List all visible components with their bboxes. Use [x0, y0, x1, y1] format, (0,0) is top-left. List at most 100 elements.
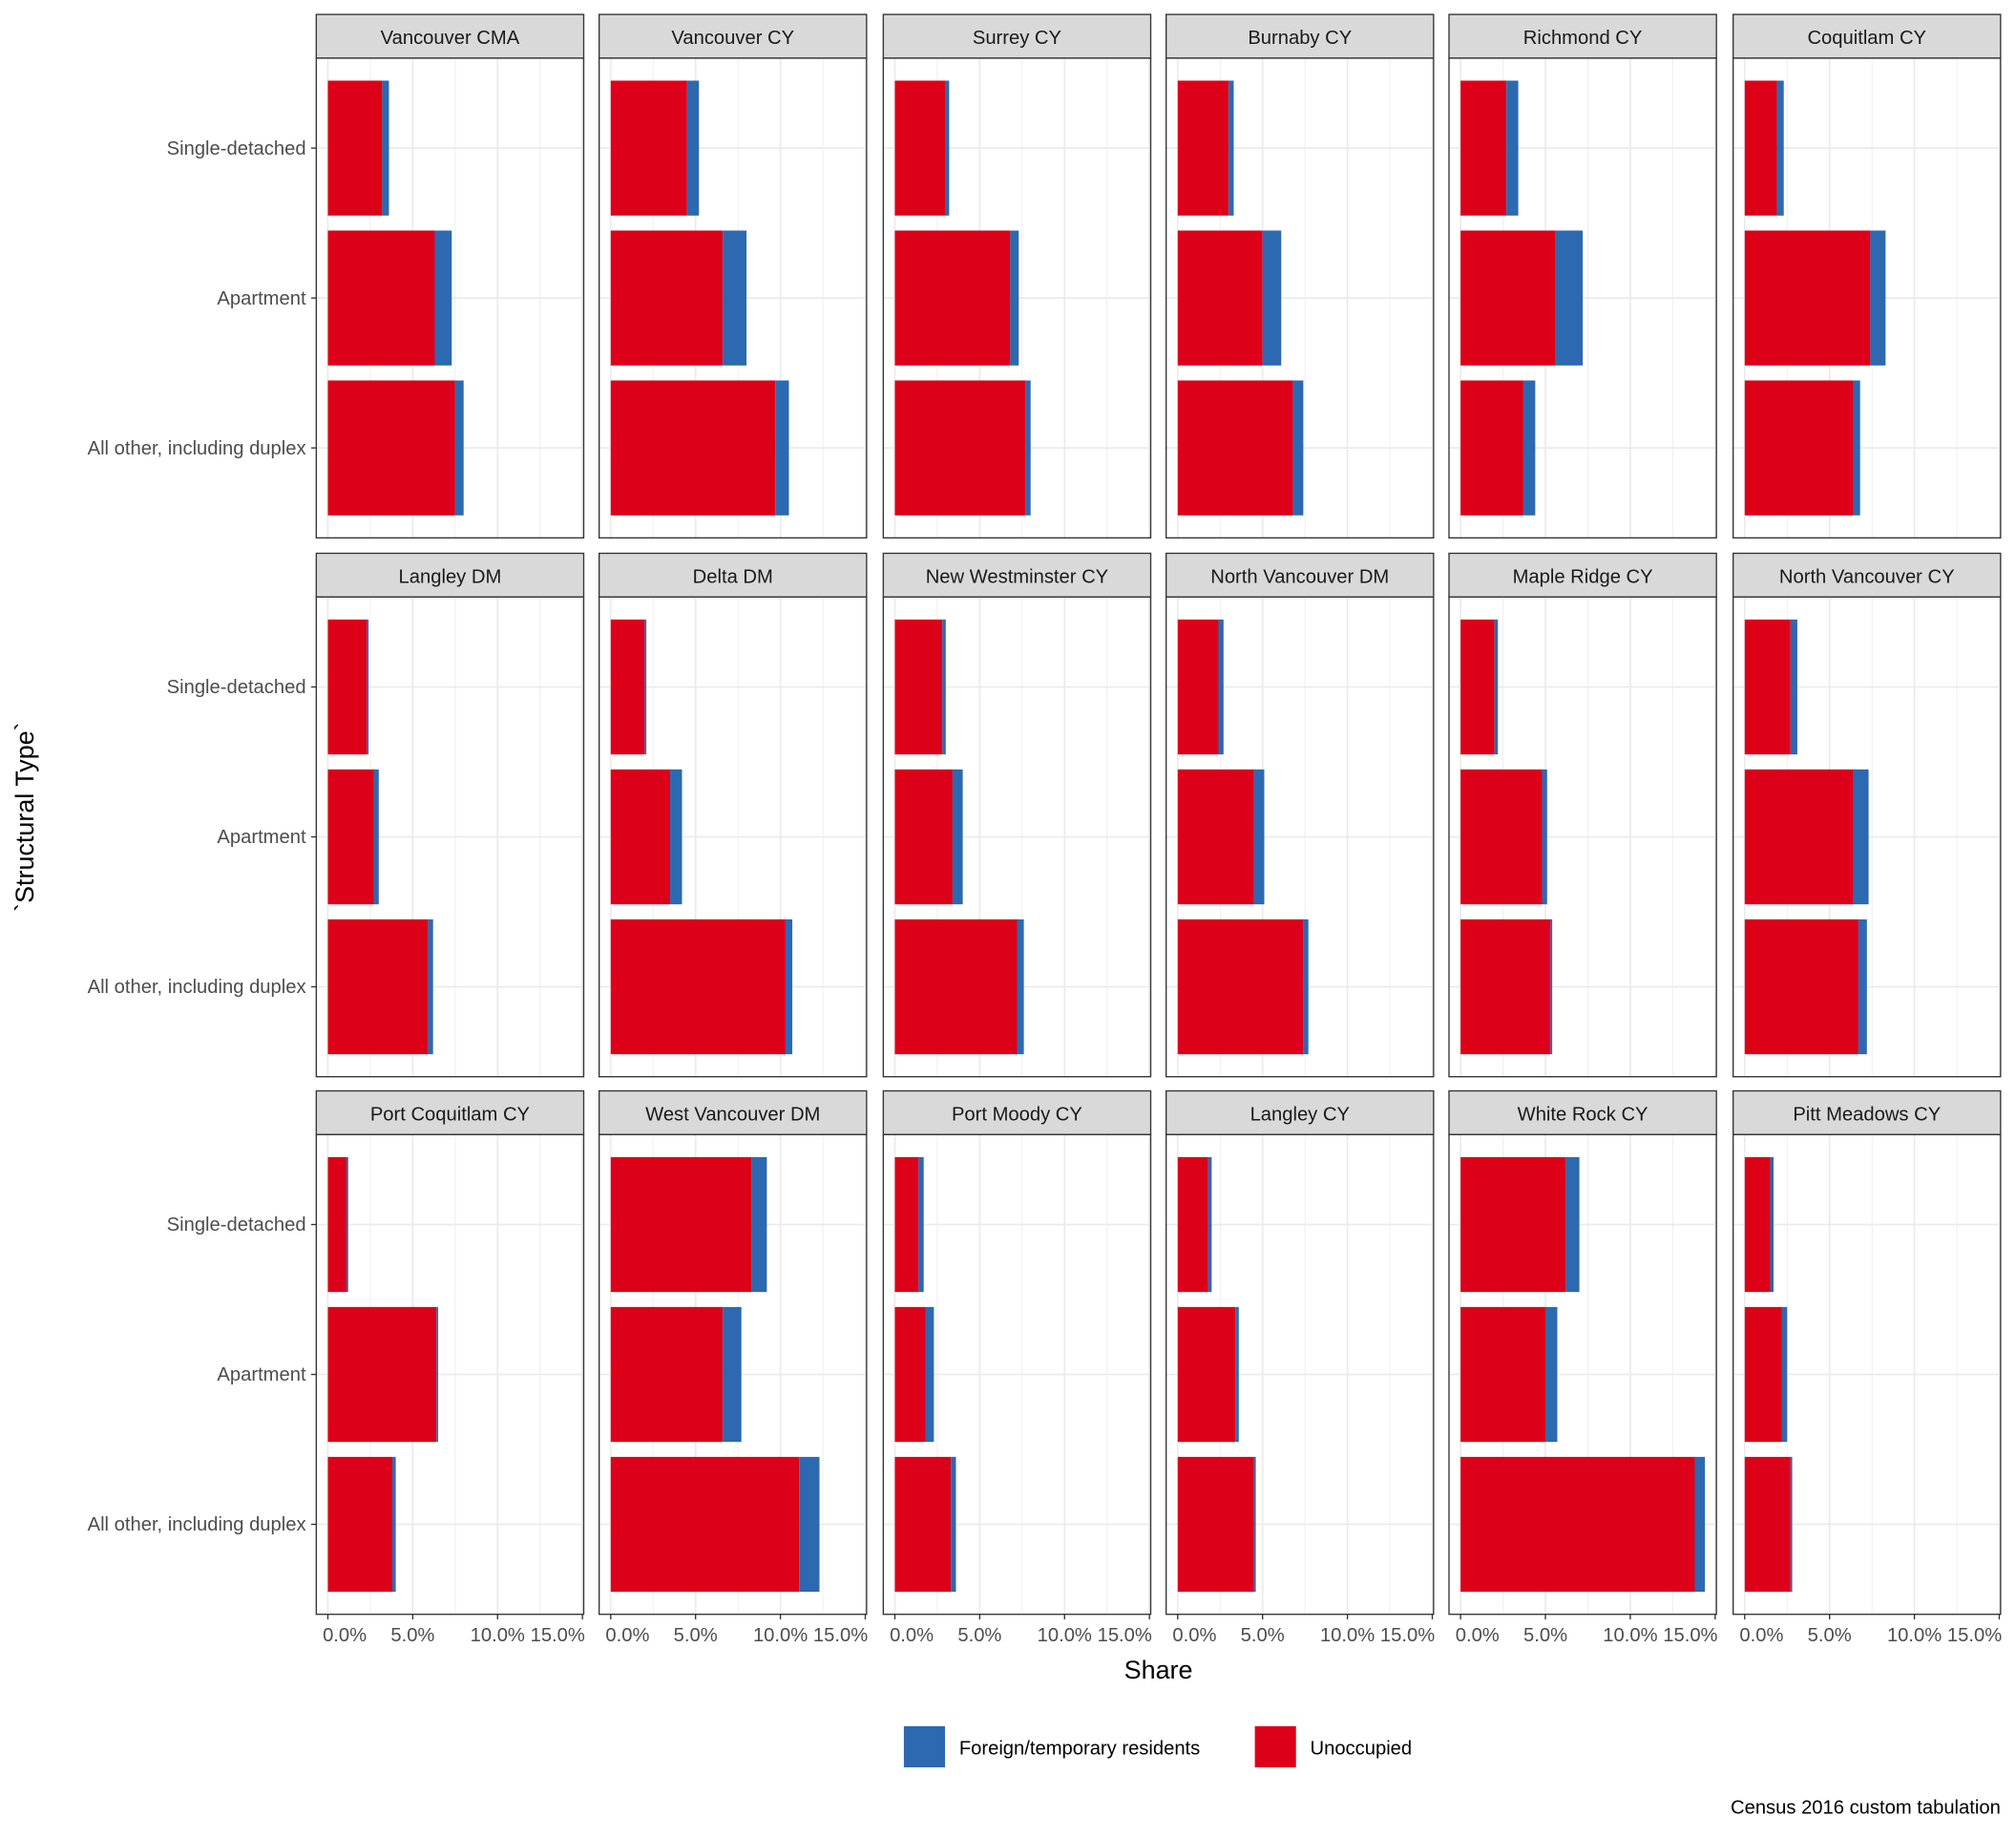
- bar-foreign: [1228, 80, 1234, 216]
- bar-foreign: [775, 380, 789, 516]
- bar-unoccupied: [894, 1456, 952, 1593]
- bar-unoccupied: [1744, 1456, 1791, 1593]
- facet-panel: Port Moody CY 0.0% 5.0% 10.0% 15.0%: [882, 1089, 1152, 1646]
- panel-border: [1448, 1133, 1717, 1616]
- facet-panel: Langley CY 0.0% 5.0% 10.0% 15.0%: [1165, 1089, 1435, 1646]
- facet-title: Maple Ridge CY: [1513, 566, 1654, 587]
- bar-foreign: [373, 769, 379, 905]
- x-tick-label: 0.0%: [605, 1625, 649, 1646]
- facet-title: West Vancouver DM: [645, 1104, 820, 1125]
- x-tick-label: 0.0%: [1456, 1625, 1500, 1646]
- facet-title: Port Coquitlam CY: [370, 1104, 531, 1125]
- bar-foreign: [1235, 1306, 1239, 1443]
- bar-foreign: [723, 230, 747, 366]
- facet-panel: Surrey CY: [882, 13, 1152, 539]
- y-tick-label: Apartment: [217, 288, 306, 309]
- bar-foreign: [1790, 619, 1797, 755]
- panel-border: [598, 57, 868, 539]
- bar-foreign: [644, 619, 647, 755]
- y-tick-label: Apartment: [217, 827, 306, 848]
- panel-border: [882, 596, 1152, 1078]
- bar-unoccupied: [610, 1456, 800, 1593]
- bar-unoccupied: [894, 1306, 926, 1443]
- facet-title: Port Moody CY: [952, 1104, 1082, 1125]
- bar-foreign: [1781, 1306, 1788, 1443]
- bar-unoccupied: [1744, 919, 1858, 1055]
- x-tick-label: 15.0%: [531, 1625, 585, 1646]
- y-tick-label: Single-detached: [167, 1215, 306, 1236]
- bar-foreign: [1262, 230, 1282, 366]
- bar-unoccupied: [894, 380, 1026, 516]
- facet-panel: White Rock CY 0.0% 5.0% 10.0% 15.0%: [1448, 1089, 1718, 1646]
- bar-unoccupied: [327, 1456, 393, 1593]
- x-tick-label: 5.0%: [1241, 1625, 1285, 1646]
- bar-foreign: [1253, 769, 1265, 905]
- x-tick-label: 15.0%: [1098, 1625, 1152, 1646]
- bar-foreign: [1550, 919, 1553, 1055]
- facet-panel: Richmond CY: [1448, 13, 1717, 539]
- y-tick-label: All other, including duplex: [88, 977, 306, 998]
- x-tick-label: 10.0%: [471, 1625, 525, 1646]
- bar-foreign: [785, 919, 793, 1055]
- bar-foreign: [1853, 380, 1860, 516]
- panel-border: [1165, 1133, 1435, 1616]
- x-tick-label: 15.0%: [1947, 1625, 2002, 1646]
- bar-foreign: [1208, 1156, 1212, 1293]
- bar-foreign: [952, 769, 963, 905]
- y-tick-label: Single-detached: [167, 138, 306, 159]
- x-tick-label: 15.0%: [1380, 1625, 1435, 1646]
- bar-unoccupied: [1744, 380, 1854, 516]
- bar-foreign: [1218, 619, 1224, 755]
- panel-border: [1448, 57, 1717, 539]
- panel-border: [598, 1133, 868, 1616]
- bar-foreign: [1770, 1156, 1774, 1293]
- legend-label-unoccupied: Unoccupied: [1311, 1739, 1413, 1760]
- panel-border: [1165, 596, 1435, 1078]
- x-tick-label: 5.0%: [957, 1625, 1001, 1646]
- y-tick-label: Single-detached: [167, 677, 306, 698]
- bar-unoccupied: [610, 1156, 752, 1293]
- legend-swatch-unoccupied: [1254, 1725, 1296, 1767]
- x-tick-label: 5.0%: [1523, 1625, 1567, 1646]
- facet-strip: [1448, 13, 1717, 59]
- bar-foreign: [945, 80, 950, 216]
- panel-border: [1732, 1133, 2002, 1616]
- bar-foreign: [918, 1156, 924, 1293]
- bar-unoccupied: [1460, 919, 1551, 1055]
- facet-title: Delta DM: [693, 566, 773, 587]
- facet-panel: Pitt Meadows CY 0.0% 5.0% 10.0% 15.0%: [1732, 1089, 2002, 1646]
- bar-unoccupied: [1460, 230, 1556, 366]
- bar-foreign: [686, 80, 700, 216]
- bar-unoccupied: [1177, 619, 1219, 755]
- x-tick-label: 10.0%: [753, 1625, 808, 1646]
- bar-unoccupied: [327, 80, 383, 216]
- panel-border: [882, 1133, 1152, 1616]
- facet-title: Langley CY: [1250, 1104, 1351, 1125]
- facet-title: North Vancouver CY: [1779, 566, 1955, 587]
- bar-unoccupied: [327, 230, 435, 366]
- facet-panel: North Vancouver CY: [1732, 552, 2002, 1078]
- facet-title: Burnaby CY: [1248, 28, 1352, 49]
- facet-panel: Maple Ridge CY: [1448, 552, 1717, 1078]
- bar-foreign: [1010, 230, 1019, 366]
- bar-unoccupied: [610, 619, 645, 755]
- facet-title: White Rock CY: [1518, 1104, 1648, 1125]
- y-tick-label: Apartment: [217, 1364, 306, 1385]
- bar-foreign: [1506, 80, 1519, 216]
- y-axis-label: `Structural Type`: [10, 722, 39, 912]
- bar-foreign: [1555, 230, 1584, 366]
- facet-strip: [882, 1089, 1152, 1135]
- panel-border: [1165, 57, 1435, 539]
- facet-title: Coquitlam CY: [1807, 28, 1926, 49]
- x-tick-label: 0.0%: [1739, 1625, 1783, 1646]
- bar-unoccupied: [610, 80, 687, 216]
- bar-foreign: [1776, 80, 1784, 216]
- bar-foreign: [454, 380, 464, 516]
- facet-title: Pitt Meadows CY: [1793, 1104, 1941, 1125]
- bar-unoccupied: [1460, 619, 1495, 755]
- panel-border: [315, 596, 585, 1078]
- bar-foreign: [942, 619, 946, 755]
- y-tick-label: All other, including duplex: [88, 438, 306, 459]
- bar-foreign: [1545, 1306, 1558, 1443]
- facet-panel: Burnaby CY: [1165, 13, 1435, 539]
